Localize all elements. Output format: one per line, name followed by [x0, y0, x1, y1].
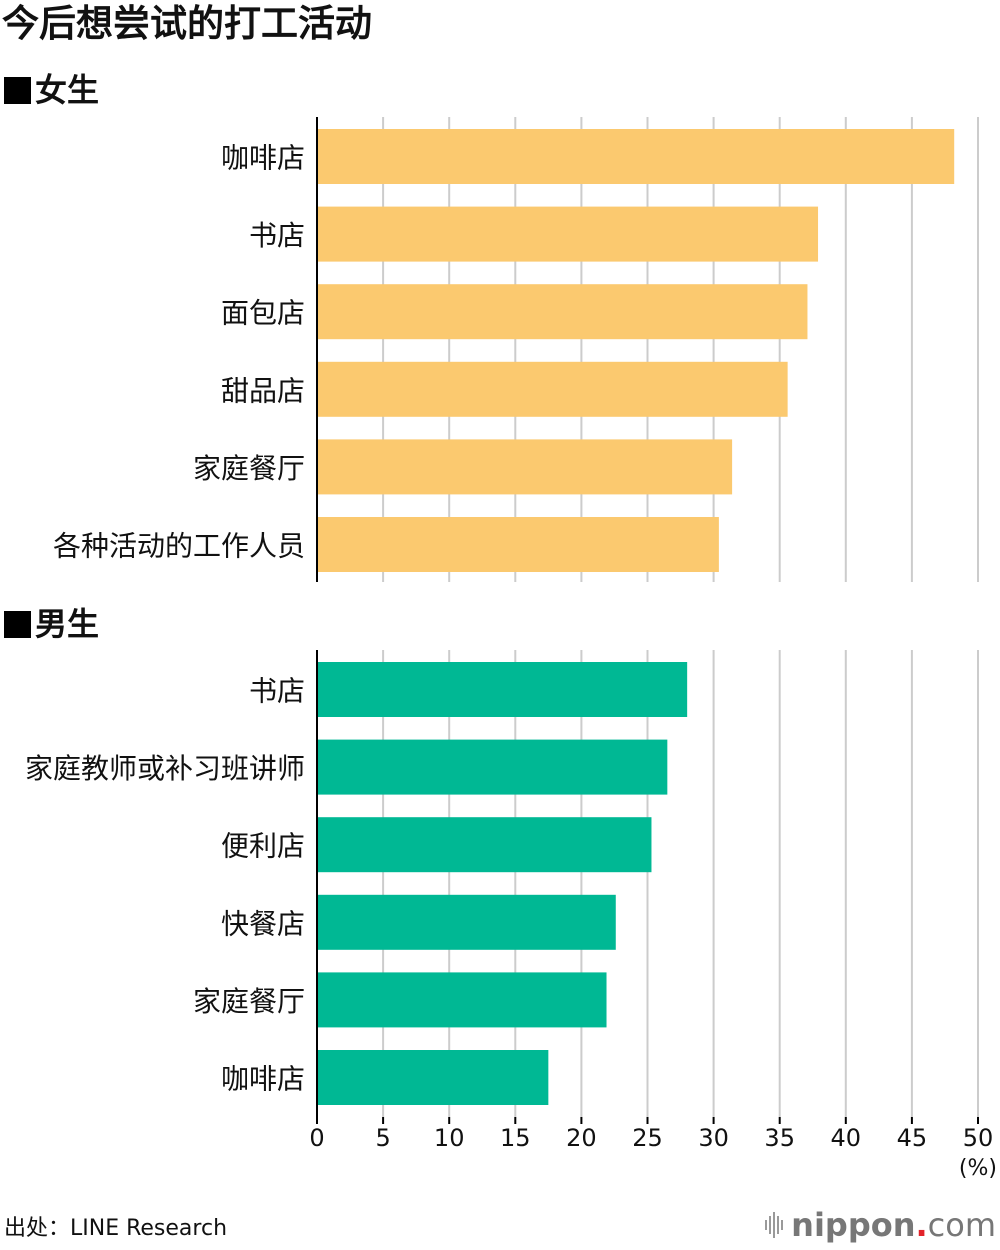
bar — [317, 817, 652, 873]
x-tick-label: 40 — [831, 1124, 862, 1152]
x-tick-label: 10 — [434, 1124, 465, 1152]
category-label: 书店 — [249, 675, 305, 708]
bar — [317, 894, 616, 950]
bar — [317, 972, 607, 1028]
category-label: 各种活动的工作人员 — [53, 530, 305, 563]
category-label: 便利店 — [221, 830, 305, 863]
category-label: 快餐店 — [221, 907, 305, 940]
category-label: 书店 — [249, 219, 305, 252]
category-label: 面包店 — [221, 297, 305, 330]
category-label: 家庭教师或补习班讲师 — [25, 752, 305, 785]
category-label: 家庭餐厅 — [193, 985, 305, 1018]
category-label: 咖啡店 — [221, 1063, 305, 1096]
square-icon — [4, 610, 31, 638]
source-note: 出处：LINE Research — [4, 1216, 228, 1241]
section-title-male: 男生 — [4, 604, 99, 644]
x-axis-unit: (%) — [959, 1156, 997, 1181]
square-icon — [4, 76, 31, 104]
logo-bars-icon — [765, 1210, 785, 1240]
logo-name: nippon — [791, 1206, 916, 1244]
x-tick-label: 15 — [500, 1124, 531, 1152]
x-tick-label: 30 — [698, 1124, 729, 1152]
bar — [317, 361, 788, 417]
x-tick-label: 25 — [632, 1124, 663, 1152]
x-tick-label: 5 — [375, 1124, 390, 1152]
bar — [317, 1050, 549, 1105]
bar — [317, 284, 808, 340]
nippon-logo: nippon. com — [765, 1206, 996, 1244]
category-label: 咖啡店 — [221, 142, 305, 175]
bar — [317, 662, 688, 717]
bar-chart: 咖啡店书店面包店甜品店家庭餐厅各种活动的工作人员书店家庭教师或补习班讲师便利店快… — [25, 117, 997, 1181]
bar — [317, 517, 719, 572]
logo-dot: . — [915, 1206, 928, 1244]
x-tick-label: 0 — [309, 1124, 324, 1152]
bar — [317, 129, 955, 184]
category-label: 家庭餐厅 — [193, 452, 305, 485]
page-title: 今后想尝试的打工活动 — [2, 2, 372, 45]
category-label: 甜品店 — [221, 374, 305, 407]
section-male-label: 男生 — [35, 605, 100, 643]
x-tick-label: 50 — [963, 1124, 994, 1152]
x-tick-label: 45 — [897, 1124, 928, 1152]
bar — [317, 739, 668, 795]
section-title-female: 女生 — [4, 70, 99, 110]
bar — [317, 439, 733, 495]
logo-tld: com — [927, 1206, 996, 1244]
section-female-label: 女生 — [35, 71, 100, 109]
bar — [317, 206, 819, 262]
x-tick-label: 20 — [566, 1124, 597, 1152]
x-tick-label: 35 — [764, 1124, 795, 1152]
